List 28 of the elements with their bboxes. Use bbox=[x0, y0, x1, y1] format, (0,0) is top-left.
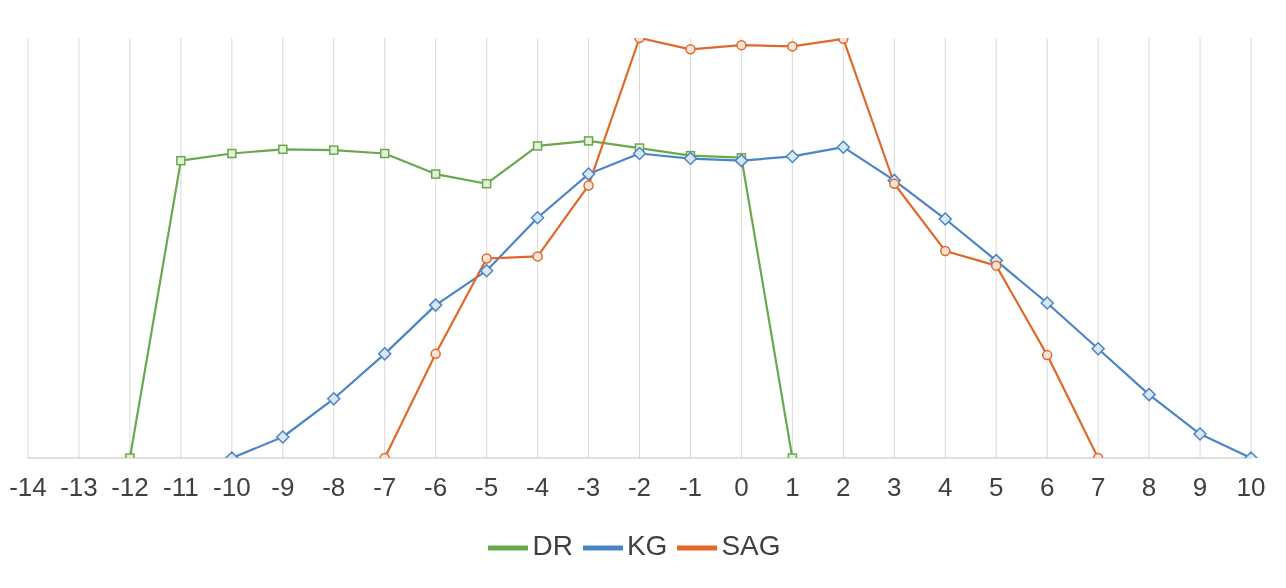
x-tick-label: -5 bbox=[475, 472, 499, 503]
x-tick-label: 9 bbox=[1192, 472, 1208, 503]
x-tick-label: 1 bbox=[785, 472, 800, 503]
x-tick-label: 5 bbox=[988, 472, 1004, 503]
legend-label: DR bbox=[532, 530, 573, 562]
x-tick-label: -2 bbox=[627, 472, 652, 503]
x-tick-label: -6 bbox=[424, 472, 448, 503]
x-tick-label: -11 bbox=[163, 472, 199, 503]
x-tick-label: -8 bbox=[322, 472, 346, 503]
x-tick-label: -1 bbox=[678, 472, 703, 503]
x-tick-label: 2 bbox=[836, 472, 851, 503]
x-tick-label: -12 bbox=[111, 472, 149, 503]
x-tick-label: 4 bbox=[938, 472, 953, 503]
x-tick-label: -3 bbox=[576, 472, 601, 503]
x-tick-label: 0 bbox=[734, 472, 749, 503]
x-tick-label: -4 bbox=[526, 472, 550, 503]
x-tick-label: 7 bbox=[1090, 472, 1106, 503]
legend-label: KG bbox=[626, 530, 668, 562]
x-tick-label: -9 bbox=[271, 472, 295, 503]
x-tick-label: -10 bbox=[213, 472, 251, 503]
legend-label: SAG bbox=[721, 530, 781, 562]
x-tick-label: -7 bbox=[373, 472, 397, 503]
x-tick-label: 6 bbox=[1039, 472, 1055, 503]
x-tick-label: 3 bbox=[887, 472, 902, 503]
x-tick-label: -14 bbox=[9, 472, 47, 503]
x-tick-label: 8 bbox=[1141, 472, 1157, 503]
x-tick-label: 10 bbox=[1236, 472, 1266, 503]
x-tick-label: -13 bbox=[60, 472, 98, 503]
